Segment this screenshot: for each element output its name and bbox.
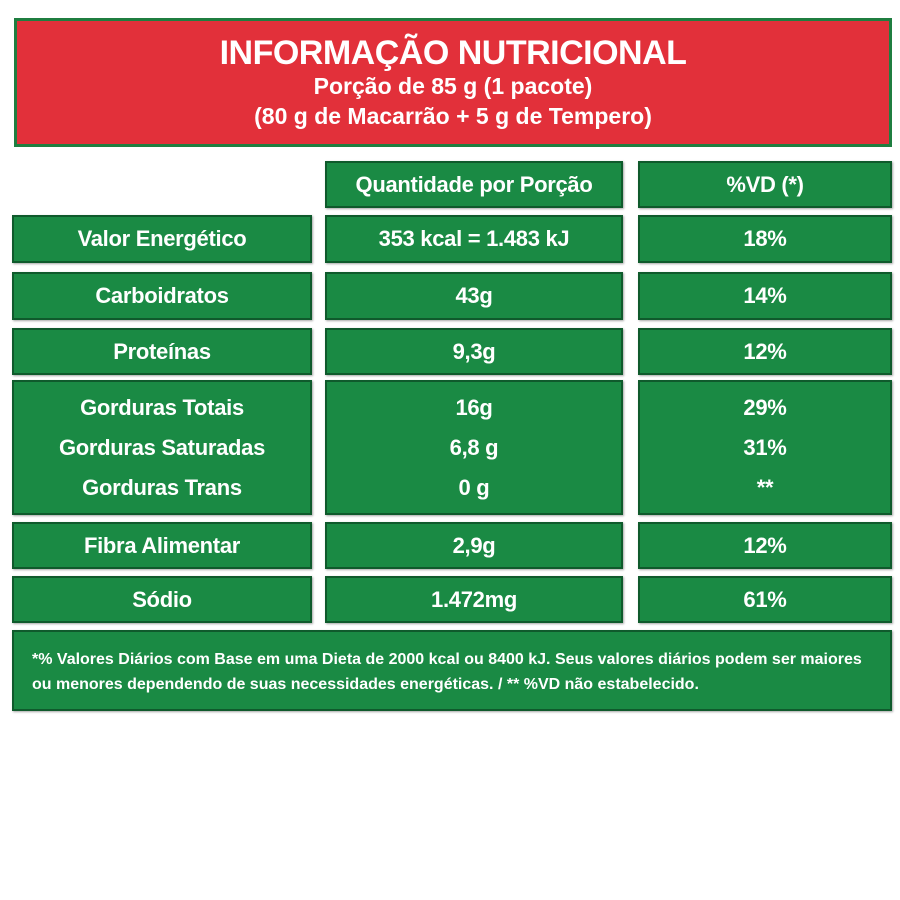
nutrient-name: Fibra Alimentar (83, 532, 241, 558)
nutrient-dv: 29% (743, 394, 787, 420)
nutrient-amount: 16g (455, 394, 493, 420)
nutrient-dv: 61% (743, 586, 787, 612)
nutrient-amount: 2,9g (452, 532, 496, 558)
nutrient-amount-cell: 43g (325, 272, 623, 320)
nutrient-dv: 12% (743, 532, 787, 558)
footnote-line: ou menores dependendo de suas necessidad… (32, 676, 699, 693)
nutrient-name: Proteínas (113, 338, 211, 364)
fat-names-cell: Gorduras Totais Gorduras Saturadas Gordu… (12, 380, 312, 515)
fat-amounts-cell: 16g 6,8 g 0 g (325, 380, 623, 515)
nutrient-dv-cell: 18% (638, 215, 892, 263)
column-header-quantity-label: Quantidade por Porção (355, 171, 593, 197)
nutrient-name-cell: Sódio (12, 576, 312, 623)
nutrient-amount: 9,3g (452, 338, 496, 364)
nutrient-amount-cell: 353 kcal = 1.483 kJ (325, 215, 623, 263)
nutrient-dv-cell: 12% (638, 522, 892, 569)
nutrient-name: Valor Energético (77, 226, 247, 251)
nutrient-dv-cell: 14% (638, 272, 892, 320)
footnote: *% Valores Diários com Base em uma Dieta… (12, 630, 892, 711)
column-header-dv: %VD (*) (638, 161, 892, 208)
nutrient-amount: 1.472mg (431, 586, 517, 612)
nutrient-dv: 18% (743, 226, 787, 251)
portion-composition: (80 g de Macarrão + 5 g de Tempero) (254, 102, 652, 129)
nutrient-name: Carboidratos (95, 283, 229, 308)
nutrient-amount-cell: 1.472mg (325, 576, 623, 623)
nutrition-title: INFORMAÇÃO NUTRICIONAL (219, 33, 687, 72)
nutrient-dv-cell: 61% (638, 576, 892, 623)
nutrient-name: Gorduras Totais (80, 394, 244, 420)
nutrient-dv: 31% (743, 434, 787, 460)
nutrient-amount: 0 g (458, 474, 490, 500)
nutrient-name: Sódio (132, 586, 192, 612)
nutrient-name-cell: Fibra Alimentar (12, 522, 312, 569)
nutrient-amount: 6,8 g (449, 434, 499, 460)
nutrient-name-cell: Carboidratos (12, 272, 312, 320)
nutrition-header: INFORMAÇÃO NUTRICIONAL Porção de 85 g (1… (14, 18, 892, 147)
nutrient-dv: ** (756, 474, 774, 500)
portion-size: Porção de 85 g (1 pacote) (313, 72, 593, 99)
nutrient-name: Gorduras Saturadas (58, 434, 266, 460)
nutrient-amount: 353 kcal = 1.483 kJ (378, 226, 570, 251)
nutrient-name-cell: Proteínas (12, 328, 312, 375)
nutrient-dv-cell: 12% (638, 328, 892, 375)
fat-dv-cell: 29% 31% ** (638, 380, 892, 515)
nutrient-amount-cell: 2,9g (325, 522, 623, 569)
column-header-quantity: Quantidade por Porção (325, 161, 623, 208)
nutrient-dv: 12% (743, 338, 787, 364)
nutrient-name: Gorduras Trans (82, 474, 242, 500)
footnote-line: *% Valores Diários com Base em uma Dieta… (32, 651, 862, 668)
nutrient-dv: 14% (743, 283, 787, 308)
column-header-dv-label: %VD (*) (726, 171, 804, 197)
nutrient-amount: 43g (455, 283, 493, 308)
nutrient-amount-cell: 9,3g (325, 328, 623, 375)
nutrient-name-cell: Valor Energético (12, 215, 312, 263)
